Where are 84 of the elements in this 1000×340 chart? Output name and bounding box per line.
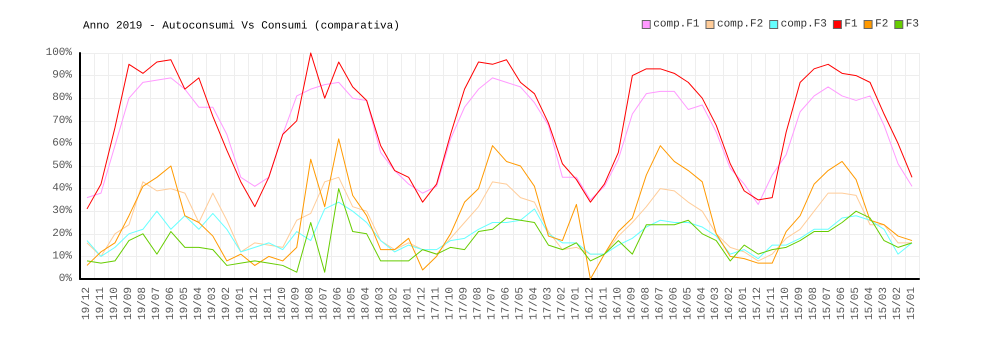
- x-tick-label: 17/05: [514, 287, 526, 320]
- x-tick-label: 18/10: [276, 287, 289, 320]
- x-tick-label: 17/03: [542, 287, 554, 320]
- legend-label: F3: [906, 18, 919, 30]
- x-tick-label: 15/01: [906, 286, 918, 320]
- x-tick-label: 18/05: [346, 287, 359, 320]
- x-tick-label: 17/08: [472, 287, 485, 320]
- x-tick-label: 16/10: [612, 287, 624, 320]
- x-tick-label: 16/06: [668, 287, 680, 320]
- x-tick-label: 18/08: [304, 287, 317, 320]
- y-tick-label: 40%: [52, 182, 72, 195]
- y-tick-label: 70%: [52, 114, 72, 127]
- x-tick-label: 16/05: [682, 287, 694, 320]
- x-tick-label: 15/09: [794, 287, 806, 320]
- x-tick-label: 19/05: [178, 287, 191, 320]
- x-tick-label: 19/10: [108, 287, 121, 320]
- line-series: [86, 52, 913, 210]
- x-tick-label: 17/04: [528, 286, 540, 320]
- x-tick-label: 16/02: [724, 287, 736, 320]
- x-tick-label: 15/11: [766, 286, 778, 320]
- line-series: [86, 176, 913, 262]
- y-tick-label: 50%: [52, 160, 72, 172]
- x-tick-label: 17/10: [444, 287, 457, 320]
- x-tick-label: 15/07: [822, 287, 834, 320]
- x-tick-label: 19/12: [80, 287, 93, 320]
- x-tick-label: 15/04: [864, 286, 876, 320]
- legend-label: F1: [844, 18, 858, 30]
- x-tick-label: 18/06: [332, 287, 345, 320]
- x-tick-label: 16/07: [654, 287, 666, 320]
- x-tick-label: 17/06: [500, 287, 512, 320]
- x-tick-label: 15/02: [892, 287, 904, 320]
- x-tick-label: 16/11: [598, 286, 610, 320]
- x-tick-label: 18/07: [318, 287, 331, 320]
- x-tick-label: 18/12: [248, 287, 261, 320]
- x-tick-label: 19/01: [234, 286, 247, 320]
- line-series: [86, 138, 913, 280]
- line-series: [86, 77, 913, 205]
- x-tick-label: 17/09: [458, 287, 471, 320]
- x-tick-label: 17/07: [486, 287, 499, 320]
- x-tick-label: 16/09: [626, 287, 638, 320]
- x-tick-label: 16/03: [710, 287, 722, 320]
- y-tick-label: 100%: [46, 47, 72, 59]
- legend-label: comp.F2: [716, 18, 764, 30]
- x-tick-label: 18/11: [262, 286, 275, 320]
- y-tick-label: 0%: [58, 273, 72, 285]
- x-tick-label: 19/07: [150, 287, 163, 320]
- x-tick-label: 15/05: [850, 287, 862, 320]
- x-tick-label: 16/04: [696, 286, 708, 320]
- x-tick-label: 17/02: [556, 287, 568, 320]
- x-tick-label: 15/12: [752, 287, 764, 320]
- legend-label: comp.F3: [780, 18, 827, 30]
- x-tick-label: 16/01: [738, 286, 750, 320]
- x-tick-label: 19/06: [164, 287, 177, 320]
- line-series: [86, 188, 913, 273]
- x-tick-label: 18/03: [374, 287, 387, 320]
- y-tick-label: 80%: [52, 92, 72, 104]
- x-tick-label: 18/02: [388, 287, 401, 320]
- x-tick-label: 17/11: [430, 286, 443, 320]
- x-tick-label: 16/12: [584, 287, 596, 320]
- x-tick-label: 15/03: [878, 287, 890, 320]
- legend-label: F2: [875, 18, 888, 30]
- line-series: [86, 202, 913, 260]
- x-tick-label: 19/08: [136, 287, 149, 320]
- x-tick-label: 17/01: [570, 286, 582, 320]
- x-tick-label: 18/09: [290, 287, 303, 320]
- x-tick-label: 15/06: [836, 287, 848, 320]
- x-tick-label: 17/12: [416, 287, 429, 320]
- x-tick-label: 19/03: [206, 287, 219, 320]
- x-tick-label: 19/02: [220, 287, 233, 320]
- x-tick-label: 15/08: [808, 287, 820, 320]
- y-tick-label: 60%: [52, 137, 72, 150]
- x-tick-label: 19/09: [122, 287, 135, 320]
- legend-label: comp.F1: [653, 18, 700, 30]
- x-tick-label: 19/11: [94, 286, 107, 320]
- y-tick-label: 30%: [52, 205, 72, 218]
- x-tick-label: 18/01: [402, 286, 415, 320]
- x-tick-label: 15/10: [780, 287, 792, 320]
- y-tick-label: 10%: [52, 250, 72, 262]
- y-tick-label: 90%: [52, 70, 72, 82]
- x-tick-label: 19/04: [192, 286, 205, 320]
- chart-title: Anno 2019 - Autoconsumi Vs Consumi (comparativa): [83, 20, 400, 32]
- x-tick-label: 16/08: [640, 287, 652, 320]
- x-tick-label: 18/04: [360, 286, 373, 320]
- y-tick-label: 20%: [52, 228, 72, 240]
